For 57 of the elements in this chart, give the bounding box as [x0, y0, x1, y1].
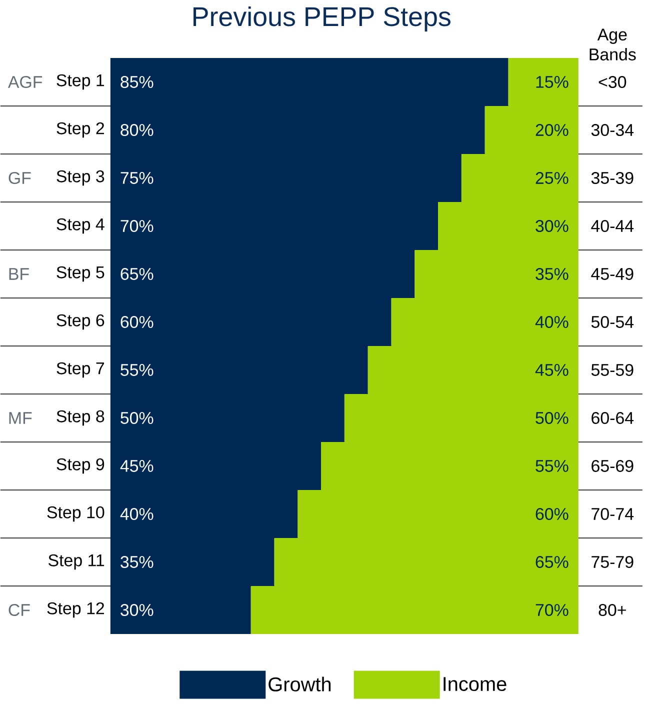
text: 60-64 — [592, 412, 634, 424]
data-label: 35% — [120, 556, 154, 568]
y-tick-label: Step 4 — [56, 218, 105, 234]
data-label: 85% — [120, 76, 154, 88]
data-label: 15% — [536, 76, 568, 88]
data-label: 70% — [120, 220, 154, 232]
text: 35-39 — [592, 172, 634, 184]
text: 30-34 — [592, 124, 634, 136]
data-label: 80% — [120, 124, 154, 136]
text: Age Bands — [590, 28, 636, 60]
y-tick-label: Step 2 — [56, 122, 104, 138]
data-label: 30% — [120, 604, 154, 616]
text: AGF — [8, 76, 42, 88]
data-label: 55% — [120, 364, 154, 376]
data-label: 25% — [536, 172, 568, 184]
y-tick-label: Step 6 — [56, 314, 104, 330]
data-label: 75% — [120, 172, 154, 184]
data-label: 40% — [120, 508, 154, 520]
text: 75-79 — [592, 556, 634, 568]
text: 45-49 — [591, 268, 634, 280]
text: CF — [8, 604, 30, 616]
data-label: 65% — [120, 268, 154, 280]
legend-label: Growth — [268, 676, 331, 692]
text: 50-54 — [592, 316, 634, 328]
text: MF — [9, 412, 32, 424]
text: 40-44 — [591, 220, 634, 232]
y-tick-label: Step 3 — [56, 170, 104, 186]
data-label: 30% — [536, 220, 568, 232]
data-label: 45% — [536, 364, 568, 376]
data-label: 40% — [536, 316, 568, 328]
text: 70-74 — [592, 508, 634, 520]
y-tick-label: Step 9 — [56, 458, 104, 474]
chart-title: Previous PEPP Steps — [194, 6, 451, 32]
y-tick-label: Step 7 — [56, 362, 104, 378]
legend-label: Income — [444, 677, 506, 692]
data-label: 70% — [536, 604, 568, 616]
text: 80+ — [598, 604, 626, 616]
data-label: 35% — [536, 268, 568, 280]
data-label: 65% — [536, 556, 568, 568]
data-label: 60% — [536, 508, 568, 520]
y-tick-label: Step 12 — [47, 602, 104, 618]
data-label: 50% — [120, 412, 154, 424]
y-tick-label: Step 11 — [48, 554, 104, 570]
y-tick-label: Step 8 — [56, 410, 104, 426]
y-tick-label: Step 10 — [47, 506, 104, 522]
data-label: 50% — [536, 412, 568, 424]
text: GF — [8, 172, 31, 184]
text: BF — [9, 268, 30, 280]
text: 55-59 — [592, 364, 634, 376]
text: <30 — [599, 76, 626, 88]
text: 65-69 — [592, 460, 634, 472]
y-tick-label: Step 1 — [56, 74, 104, 90]
data-label: 45% — [120, 460, 154, 472]
y-tick-label: Step 5 — [56, 266, 104, 282]
data-label: 60% — [120, 316, 154, 328]
data-label: 20% — [536, 124, 568, 136]
data-label: 55% — [536, 460, 568, 472]
